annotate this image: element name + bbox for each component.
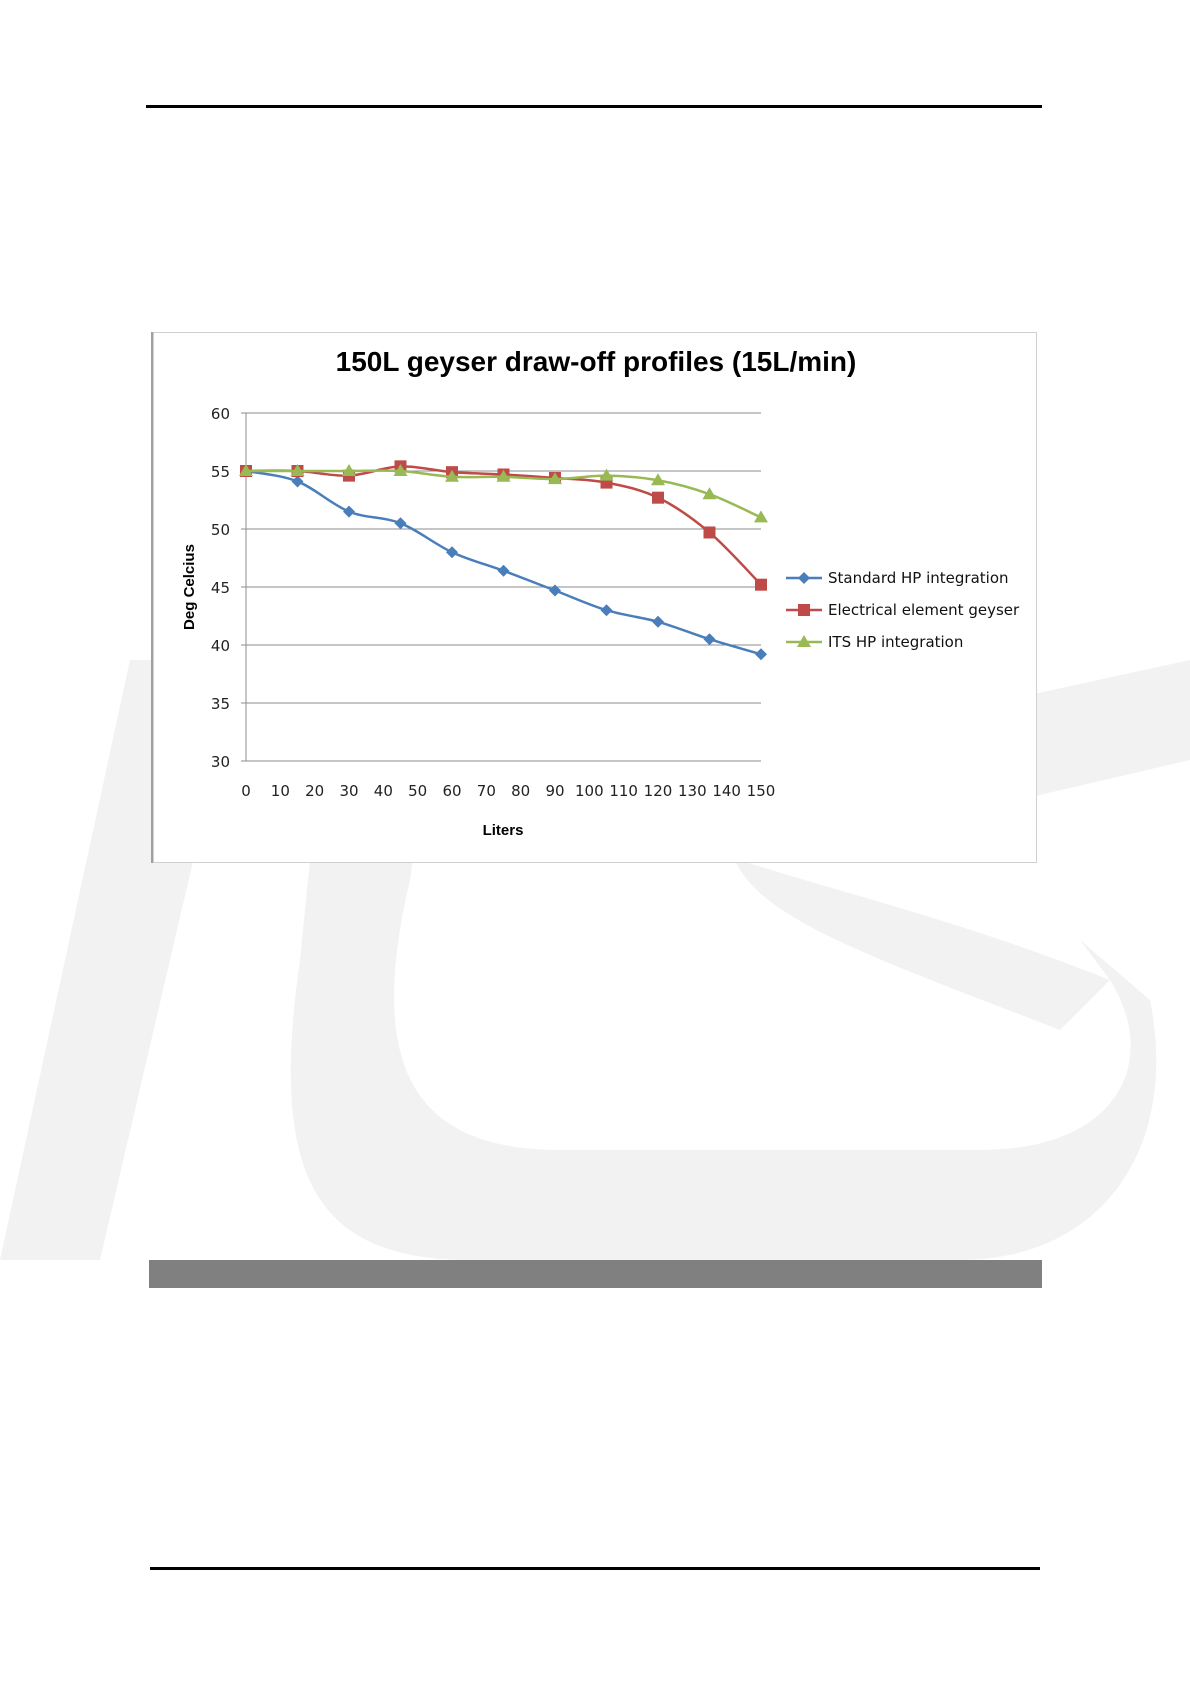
data-point [548, 472, 562, 485]
data-point [755, 648, 767, 661]
data-point [496, 469, 511, 482]
data-point [497, 564, 510, 577]
legend-entry: ITS HP integration [786, 633, 963, 651]
data-point [651, 473, 665, 486]
data-point [600, 604, 613, 617]
data-point [549, 584, 561, 597]
y-tick-label: 55 [211, 463, 230, 481]
x-tick-label: 80 [511, 782, 530, 800]
legend-marker [798, 604, 810, 616]
data-point [290, 464, 305, 476]
data-point [393, 464, 408, 476]
x-tick-label: 10 [271, 782, 290, 800]
y-tick-label: 50 [211, 521, 230, 539]
x-tick-label: 140 [712, 782, 741, 800]
x-tick-label: 60 [442, 782, 461, 800]
footer-band [149, 1260, 1042, 1288]
legend-entry: Standard HP integration [786, 569, 1009, 587]
legend-label: Electrical element geyser [828, 601, 1020, 619]
data-point [755, 578, 767, 591]
x-tick-label: 100 [575, 782, 604, 800]
y-tick-labels: 30 35 40 45 50 55 60 [211, 405, 230, 771]
data-point [394, 517, 407, 530]
x-tick-label: 20 [305, 782, 324, 800]
header-rule [146, 105, 1042, 108]
data-point [652, 615, 664, 628]
series-group [239, 460, 768, 661]
data-point [599, 468, 614, 481]
x-tick-label: 130 [678, 782, 707, 800]
data-point [342, 464, 356, 476]
chart-container: 150L geyser draw-off profiles (15L/min) … [153, 332, 1037, 863]
x-tick-label: 110 [609, 782, 638, 800]
y-axis-title: Deg Celcius [181, 544, 198, 630]
legend-entry: Electrical element geyser [786, 601, 1020, 619]
series-3 [239, 464, 768, 523]
data-point [652, 491, 664, 504]
x-tick-label: 90 [545, 782, 564, 800]
legend: Standard HP integration Electrical elemen… [786, 569, 1020, 651]
series-1 [240, 465, 767, 661]
legend-marker [797, 635, 811, 647]
x-tick-label: 0 [241, 782, 251, 800]
footer-rule [150, 1567, 1040, 1570]
y-tick-label: 40 [211, 637, 230, 655]
legend-marker [798, 572, 810, 584]
data-point [702, 487, 717, 500]
y-tick-label: 30 [211, 753, 230, 771]
chart-title: 150L geyser draw-off profiles (15L/min) [336, 346, 857, 377]
x-tick-label: 70 [477, 782, 496, 800]
x-tick-label: 150 [747, 782, 776, 800]
series-line [245, 469, 762, 656]
data-point [291, 475, 304, 488]
data-point [343, 505, 355, 518]
legend-label: ITS HP integration [828, 633, 963, 651]
data-point [703, 633, 716, 646]
x-tick-label: 120 [644, 782, 673, 800]
data-point [703, 526, 716, 539]
y-tick-label: 60 [211, 405, 230, 423]
data-point [239, 464, 253, 476]
x-tick-labels: 0 10 20 30 40 50 60 70 80 90 100 110 120 130 140 150 [241, 782, 775, 800]
gridlines [241, 412, 761, 762]
data-point [754, 510, 768, 523]
y-tick-label: 35 [211, 695, 230, 713]
x-tick-label: 50 [408, 782, 427, 800]
line-chart: 150L geyser draw-off profiles (15L/min) … [181, 346, 1020, 839]
x-axis-title: Liters [483, 822, 524, 839]
data-point [446, 546, 458, 559]
x-tick-label: 40 [374, 782, 393, 800]
y-tick-label: 45 [211, 579, 230, 597]
legend-label: Standard HP integration [828, 569, 1009, 587]
data-point [445, 469, 459, 482]
x-tick-label: 30 [339, 782, 358, 800]
